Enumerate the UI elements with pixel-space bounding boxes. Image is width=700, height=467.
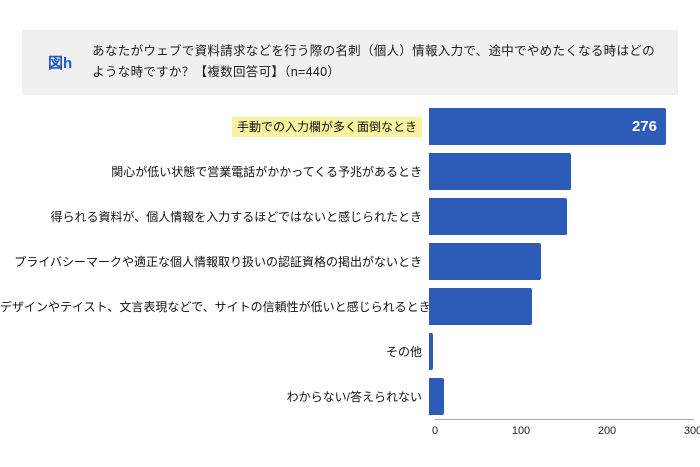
x-axis-tick-label: 100	[511, 425, 531, 437]
bar-track	[429, 288, 687, 325]
bar	[429, 333, 433, 370]
x-axis-tick-label: 300	[683, 425, 700, 437]
chart-row: 得られる資料が、個人情報を入力するほどではないと感じられたとき	[0, 194, 700, 239]
bar-chart: 手動での入力欄が多く面倒なとき 276 関心が低い状態で営業電話がかかってくる予兆が…	[0, 104, 700, 442]
x-axis-line	[435, 419, 694, 420]
category-label-text: 関心が低い状態で営業電話がかかってくる予兆があるとき	[111, 165, 422, 179]
chart-row: デザインやテイスト、文言表現などで、サイトの信頼性が低いと感じられるとき	[0, 284, 700, 329]
category-label: 得られる資料が、個人情報を入力するほどではないと感じられたとき	[0, 208, 429, 225]
x-axis: 0 100 200 300	[431, 420, 700, 442]
category-label: デザインやテイスト、文言表現などで、サイトの信頼性が低いと感じられるとき	[0, 298, 431, 315]
bar-track	[429, 198, 687, 235]
chart-rows: 手動での入力欄が多く面倒なとき 276 関心が低い状態で営業電話がかかってくる予兆が…	[0, 104, 700, 419]
chart-row: 手動での入力欄が多く面倒なとき 276	[0, 104, 700, 149]
bar	[429, 288, 532, 325]
bar	[429, 378, 444, 415]
chart-title: あなたがウェブで資料請求などを行う際の名刺（個人）情報入力で、途中でやめたくなる…	[92, 44, 655, 80]
category-label: その他	[0, 343, 429, 360]
chart-row: プライバシーマークや適正な個人情報取り扱いの認証資格の掲出がないとき	[0, 239, 700, 284]
bar-track	[429, 243, 687, 280]
category-label-text: デザインやテイスト、文言表現などで、サイトの信頼性が低いと感じられるとき	[0, 300, 431, 314]
bar	[429, 243, 541, 280]
chart-row: 関心が低い状態で営業電話がかかってくる予兆があるとき	[0, 149, 700, 194]
chart-row: その他	[0, 329, 700, 374]
chart-row: わからない/答えられない	[0, 374, 700, 419]
bar-track	[429, 153, 687, 190]
bar-track	[429, 333, 687, 370]
x-axis-tick-label: 200	[597, 425, 617, 437]
bar	[429, 198, 567, 235]
category-label: プライバシーマークや適正な個人情報取り扱いの認証資格の掲出がないとき	[0, 253, 429, 270]
category-label: 手動での入力欄が多く面倒なとき	[0, 117, 429, 137]
highlighted-category-label: 手動での入力欄が多く面倒なとき	[231, 117, 422, 137]
category-label: 関心が低い状態で営業電話がかかってくる予兆があるとき	[0, 163, 429, 180]
bar-track: 276	[429, 108, 687, 145]
figure-tag: 図h	[48, 54, 73, 72]
x-axis-tick-label: 0	[431, 425, 439, 437]
bar-track	[429, 378, 687, 415]
bar-value-label: 276	[631, 118, 657, 135]
bar	[429, 153, 571, 190]
category-label-text: 得られる資料が、個人情報を入力するほどではないと感じられたとき	[50, 210, 422, 224]
bar: 276	[429, 108, 666, 145]
category-label-text: プライバシーマークや適正な個人情報取り扱いの認証資格の掲出がないとき	[14, 255, 422, 269]
category-label: わからない/答えられない	[0, 388, 429, 405]
category-label-text: その他	[385, 345, 422, 359]
category-label-text: わからない/答えられない	[286, 390, 422, 404]
chart-header: 図h あなたがウェブで資料請求などを行う際の名刺（個人）情報入力で、途中でやめた…	[22, 30, 678, 95]
